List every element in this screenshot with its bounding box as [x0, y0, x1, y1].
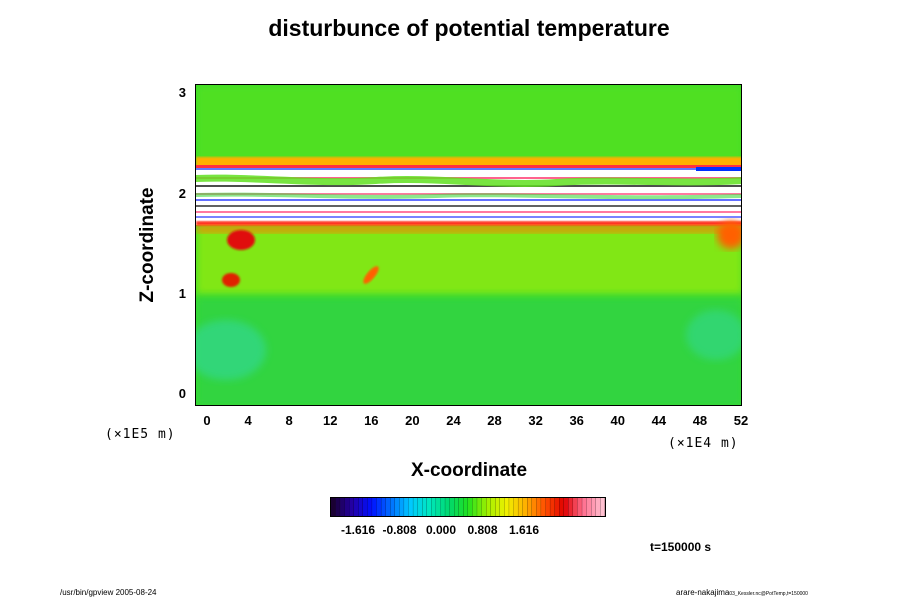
- colorbar-segment: [458, 498, 464, 516]
- colorbar-segment: [477, 498, 482, 516]
- colorbar-segment: [536, 498, 542, 516]
- x-tick-label: 36: [569, 413, 584, 428]
- colorbar-segment: [563, 498, 569, 516]
- footer-author: arare-nakajima: [676, 588, 730, 597]
- colorbar-segment: [399, 498, 405, 516]
- x-tick-label: 8: [285, 413, 293, 428]
- colorbar-segment: [440, 498, 446, 516]
- x-tick-label: 28: [487, 413, 502, 428]
- colorbar-segment: [417, 498, 423, 516]
- colorbar-gradient: [331, 498, 605, 516]
- x-tick-label: 0: [203, 413, 211, 428]
- colorbar-segment: [582, 498, 588, 516]
- footer-left: /usr/bin/gpview 2005-08-24: [60, 588, 157, 597]
- colorbar-segment: [513, 498, 519, 516]
- plot-area: [195, 84, 742, 406]
- colorbar-segment: [344, 498, 350, 516]
- y-tick-label: 1: [178, 286, 186, 301]
- footer-source: 03_Kessler.nc@PotTemp,t=150000: [729, 591, 808, 597]
- colorbar-segment: [362, 498, 368, 516]
- colorbar-segment: [353, 498, 359, 516]
- y-tick-label: 3: [178, 85, 186, 100]
- x-tick-label: 20: [405, 413, 420, 428]
- y-axis-label: Z-coordinate: [137, 187, 158, 303]
- colorbar-segment: [426, 498, 432, 516]
- colorbar-tick-label: 0.000: [425, 523, 457, 537]
- colorbar-segment: [554, 498, 560, 516]
- colorbar-segment: [595, 498, 601, 516]
- colorbar-tick-label: 1.616: [508, 523, 540, 537]
- colorbar-segment: [408, 498, 414, 516]
- colorbar-segment: [586, 498, 592, 516]
- colorbar-segment: [404, 498, 409, 516]
- time-label: t=150000 s: [650, 540, 712, 554]
- colorbar-segment: [436, 498, 441, 516]
- x-tick-label: 40: [610, 413, 625, 428]
- colorbar-segment: [472, 498, 478, 516]
- colorbar-segment: [331, 498, 336, 516]
- colorbar-segment: [335, 498, 341, 516]
- x-tick-label: 4: [244, 413, 252, 428]
- x-tick-label: 16: [364, 413, 379, 428]
- x-tick-label: 48: [692, 413, 708, 428]
- colorbar-segment: [550, 498, 556, 516]
- colorbar-segment: [381, 498, 387, 516]
- y-tick-label: 2: [178, 186, 186, 201]
- colorbar-segment: [481, 498, 487, 516]
- x-axis-label: X-coordinate: [410, 460, 528, 481]
- x-scale-note: (×1E4 m): [668, 436, 739, 451]
- colorbar-segment: [385, 498, 391, 516]
- colorbar-segment: [499, 498, 505, 516]
- colorbar-segment: [559, 498, 565, 516]
- x-tick-label: 12: [322, 413, 338, 428]
- colorbar-segment: [509, 498, 514, 516]
- y-tick-label: 0: [178, 386, 186, 401]
- colorbar-segment: [541, 498, 546, 516]
- x-tick-label: 24: [446, 413, 461, 428]
- colorbar-segment: [504, 498, 510, 516]
- colorbar-segment: [372, 498, 377, 516]
- colorbar-segment: [568, 498, 574, 516]
- colorbar-segment: [573, 498, 578, 516]
- heatmap-field: [196, 85, 741, 405]
- colorbar-segment: [449, 498, 455, 516]
- colorbar-segment: [468, 498, 473, 516]
- colorbar-segment: [413, 498, 419, 516]
- colorbar-tick-label: -1.616: [340, 523, 376, 537]
- colorbar-segment: [445, 498, 451, 516]
- colorbar-tick-label: 0.808: [467, 523, 498, 537]
- colorbar-segment: [600, 498, 605, 516]
- colorbar-segment: [422, 498, 428, 516]
- colorbar-segment: [376, 498, 382, 516]
- colorbar-segment: [531, 498, 537, 516]
- colorbar-segment: [340, 498, 345, 516]
- colorbar-segment: [495, 498, 501, 516]
- colorbar-segment: [591, 498, 597, 516]
- colorbar-segment: [454, 498, 460, 516]
- chart-title: disturbunce of potential temperature: [268, 15, 670, 41]
- colorbar-segment: [577, 498, 583, 516]
- x-tick-label: 44: [651, 413, 667, 428]
- colorbar-segment: [518, 498, 524, 516]
- colorbar-segment: [431, 498, 437, 516]
- colorbar-segment: [358, 498, 364, 516]
- colorbar-segment: [349, 498, 355, 516]
- colorbar-segment: [522, 498, 528, 516]
- x-tick-label: 32: [528, 413, 543, 428]
- colorbar-segment: [463, 498, 469, 516]
- colorbar-segment: [545, 498, 551, 516]
- footer-right: arare-nakajima03_Kessler.nc@PotTemp,t=15…: [676, 588, 808, 597]
- colorbar-segment: [486, 498, 492, 516]
- colorbar-tick-label: -0.808: [382, 523, 417, 537]
- y-scale-note: (×1E5 m): [105, 427, 176, 442]
- colorbar-segment: [390, 498, 396, 516]
- colorbar-segment: [527, 498, 533, 516]
- colorbar-segment: [367, 498, 373, 516]
- colorbar-segment: [394, 498, 400, 516]
- x-tick-label: 52: [733, 413, 749, 428]
- colorbar-segment: [490, 498, 496, 516]
- colorbar: [330, 497, 606, 517]
